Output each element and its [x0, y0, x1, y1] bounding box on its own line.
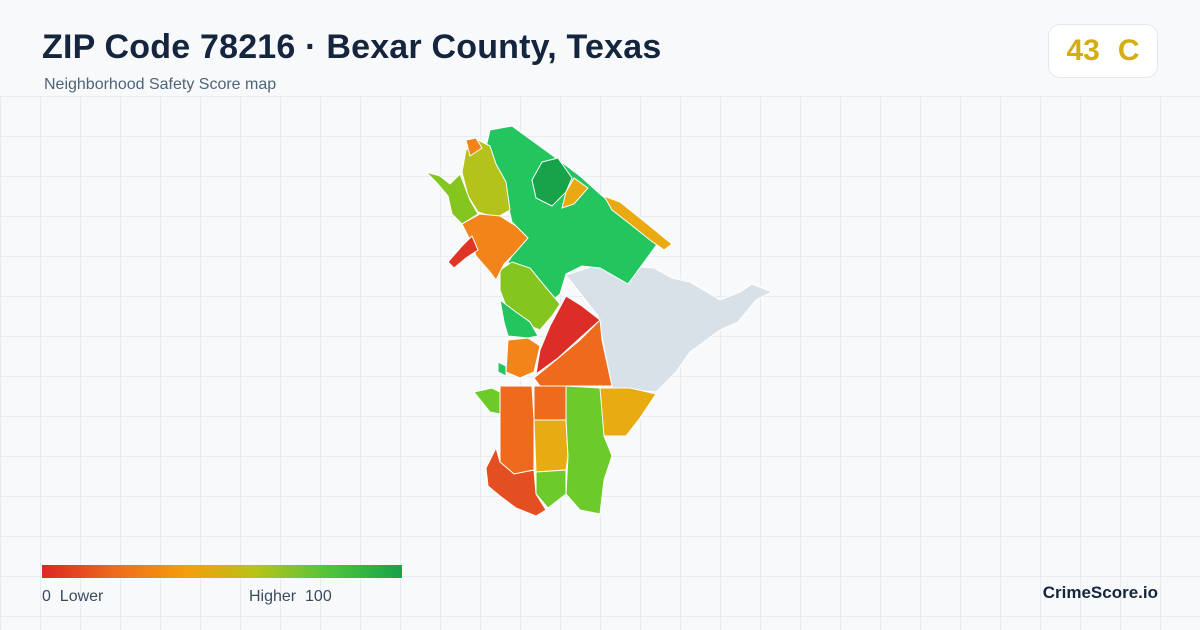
legend-low-value: 0 [42, 588, 51, 605]
brand-logo[interactable]: CrimeScore.io [1042, 583, 1158, 602]
legend-high-value: 100 [305, 588, 332, 605]
region-outside-nodata [565, 263, 774, 393]
legend-high-label: Higher 100 [249, 588, 332, 606]
region-north-main[interactable] [483, 125, 661, 305]
page-subtitle: Neighborhood Safety Score map [44, 76, 277, 93]
region-northwest-olive[interactable] [461, 139, 511, 219]
score-badge: 43 C [1048, 24, 1158, 78]
region-center-green[interactable] [497, 298, 539, 377]
legend-low-text: Lower [59, 588, 104, 605]
region-northwest-lime[interactable] [424, 170, 561, 331]
legend-high-text: Higher [249, 588, 297, 605]
region-southwest-red[interactable] [485, 446, 547, 517]
legend-low-label: 0 Lower [42, 588, 103, 606]
legend-gradient-bar [42, 565, 402, 578]
score-grade: C [1117, 34, 1140, 67]
region-north-dark[interactable] [531, 157, 573, 207]
region-west-red[interactable] [447, 235, 479, 269]
header: ZIP Code 78216 · Bexar County, Texas Nei… [0, 0, 1200, 96]
score-value: 43 [1066, 34, 1100, 67]
page-title: ZIP Code 78216 · Bexar County, Texas [42, 28, 662, 66]
region-northeast-strip[interactable] [561, 177, 673, 251]
